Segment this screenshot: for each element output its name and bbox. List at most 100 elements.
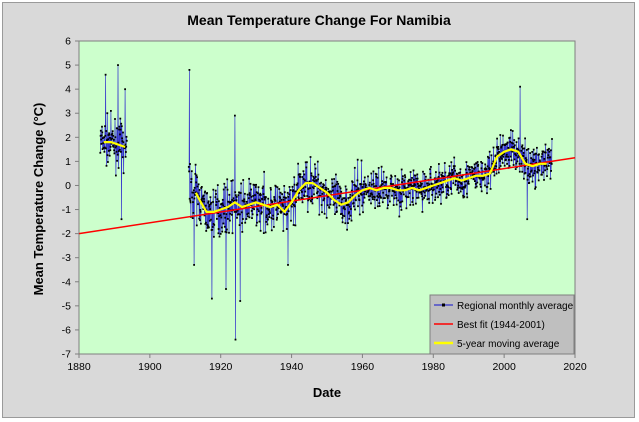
monthly-point bbox=[110, 110, 112, 112]
monthly-point bbox=[265, 196, 267, 198]
monthly-point bbox=[218, 200, 220, 203]
monthly-point bbox=[303, 195, 306, 197]
monthly-point bbox=[406, 186, 409, 189]
monthly-point bbox=[192, 212, 195, 214]
monthly-point bbox=[221, 226, 223, 229]
monthly-point bbox=[491, 162, 494, 165]
monthly-point bbox=[421, 195, 423, 198]
monthly-point bbox=[262, 232, 265, 234]
monthly-point bbox=[305, 166, 308, 169]
monthly-point bbox=[300, 197, 303, 199]
monthly-point bbox=[440, 191, 443, 194]
monthly-point bbox=[512, 164, 515, 166]
monthly-point bbox=[291, 185, 294, 188]
monthly-point bbox=[446, 175, 449, 178]
monthly-point bbox=[280, 198, 283, 201]
monthly-point bbox=[409, 171, 412, 173]
monthly-point bbox=[122, 172, 125, 175]
monthly-point bbox=[219, 214, 222, 217]
monthly-point bbox=[416, 173, 419, 176]
monthly-point bbox=[517, 148, 520, 151]
y-tick-label: 3 bbox=[65, 108, 71, 120]
monthly-point bbox=[355, 199, 357, 202]
monthly-point bbox=[238, 224, 241, 226]
monthly-point bbox=[269, 204, 272, 207]
monthly-point bbox=[436, 186, 438, 189]
monthly-point bbox=[202, 194, 205, 197]
monthly-point bbox=[227, 207, 230, 210]
monthly-point bbox=[411, 177, 413, 179]
monthly-point bbox=[529, 152, 531, 154]
monthly-point bbox=[120, 218, 123, 221]
monthly-point bbox=[217, 228, 220, 230]
monthly-point bbox=[465, 180, 467, 183]
monthly-point bbox=[423, 191, 426, 194]
monthly-point bbox=[447, 194, 450, 196]
monthly-point bbox=[254, 186, 257, 188]
monthly-point bbox=[513, 158, 516, 161]
monthly-point bbox=[358, 195, 360, 197]
monthly-point bbox=[421, 211, 424, 213]
monthly-point bbox=[497, 148, 500, 150]
monthly-point bbox=[485, 168, 488, 170]
monthly-point bbox=[343, 197, 346, 199]
monthly-point bbox=[540, 155, 543, 158]
legend-label-best-fit: Best fit (1944-2001) bbox=[457, 320, 545, 331]
monthly-point bbox=[367, 175, 369, 178]
monthly-point bbox=[220, 216, 223, 219]
monthly-point bbox=[319, 182, 321, 185]
monthly-point bbox=[211, 228, 214, 231]
monthly-point bbox=[315, 179, 318, 182]
monthly-point bbox=[122, 131, 124, 134]
monthly-point bbox=[550, 170, 552, 172]
monthly-point bbox=[529, 175, 532, 178]
monthly-point bbox=[114, 136, 117, 139]
monthly-point bbox=[495, 165, 498, 168]
monthly-point bbox=[237, 213, 240, 215]
monthly-point bbox=[382, 197, 385, 200]
monthly-point bbox=[387, 204, 389, 207]
monthly-point bbox=[480, 190, 483, 193]
monthly-point bbox=[190, 178, 193, 180]
monthly-point bbox=[222, 188, 225, 191]
monthly-point bbox=[351, 181, 354, 184]
monthly-point bbox=[244, 221, 247, 224]
monthly-point bbox=[369, 193, 372, 195]
monthly-point bbox=[420, 184, 422, 187]
x-tick-label: 2020 bbox=[563, 361, 587, 373]
monthly-point bbox=[282, 198, 285, 201]
monthly-point bbox=[101, 148, 104, 150]
monthly-point bbox=[303, 173, 306, 176]
monthly-point bbox=[324, 179, 327, 181]
monthly-point bbox=[506, 163, 508, 165]
monthly-point bbox=[101, 125, 103, 128]
monthly-point bbox=[354, 208, 356, 211]
monthly-point bbox=[462, 194, 464, 197]
monthly-point bbox=[325, 216, 328, 219]
monthly-point bbox=[323, 197, 326, 200]
monthly-point bbox=[376, 205, 379, 208]
monthly-point bbox=[425, 189, 428, 192]
monthly-point bbox=[404, 174, 406, 177]
monthly-point bbox=[337, 197, 339, 200]
monthly-point bbox=[215, 204, 218, 206]
monthly-point bbox=[501, 154, 503, 157]
monthly-point bbox=[375, 173, 378, 176]
monthly-point bbox=[116, 127, 119, 130]
monthly-point bbox=[533, 158, 536, 161]
monthly-point bbox=[188, 197, 191, 200]
monthly-point bbox=[257, 186, 260, 189]
monthly-point bbox=[533, 153, 535, 156]
y-tick-label: 1 bbox=[65, 156, 71, 168]
monthly-point bbox=[475, 162, 478, 165]
legend-label-moving-average: 5-year moving average bbox=[457, 339, 560, 350]
monthly-point bbox=[453, 167, 455, 170]
monthly-point bbox=[259, 229, 262, 232]
monthly-point bbox=[267, 218, 269, 221]
monthly-point bbox=[335, 183, 338, 186]
monthly-point bbox=[447, 189, 449, 192]
monthly-point bbox=[467, 180, 470, 183]
monthly-point bbox=[343, 206, 345, 209]
monthly-point bbox=[306, 211, 309, 213]
monthly-point bbox=[125, 135, 128, 138]
